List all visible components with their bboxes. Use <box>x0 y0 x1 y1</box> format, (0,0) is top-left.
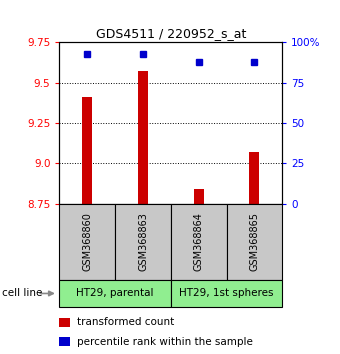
Bar <box>82 97 92 354</box>
Title: GDS4511 / 220952_s_at: GDS4511 / 220952_s_at <box>96 27 246 40</box>
Text: cell line: cell line <box>2 289 42 298</box>
Text: HT29, 1st spheres: HT29, 1st spheres <box>179 289 274 298</box>
Text: GSM368863: GSM368863 <box>138 212 148 271</box>
Text: GSM368860: GSM368860 <box>82 212 92 271</box>
Bar <box>138 72 148 354</box>
Bar <box>194 189 204 354</box>
Bar <box>249 152 259 354</box>
Text: transformed count: transformed count <box>77 317 174 327</box>
Text: GSM368864: GSM368864 <box>194 212 204 271</box>
Text: percentile rank within the sample: percentile rank within the sample <box>77 337 253 347</box>
Text: HT29, parental: HT29, parental <box>76 289 154 298</box>
Text: GSM368865: GSM368865 <box>249 212 259 271</box>
